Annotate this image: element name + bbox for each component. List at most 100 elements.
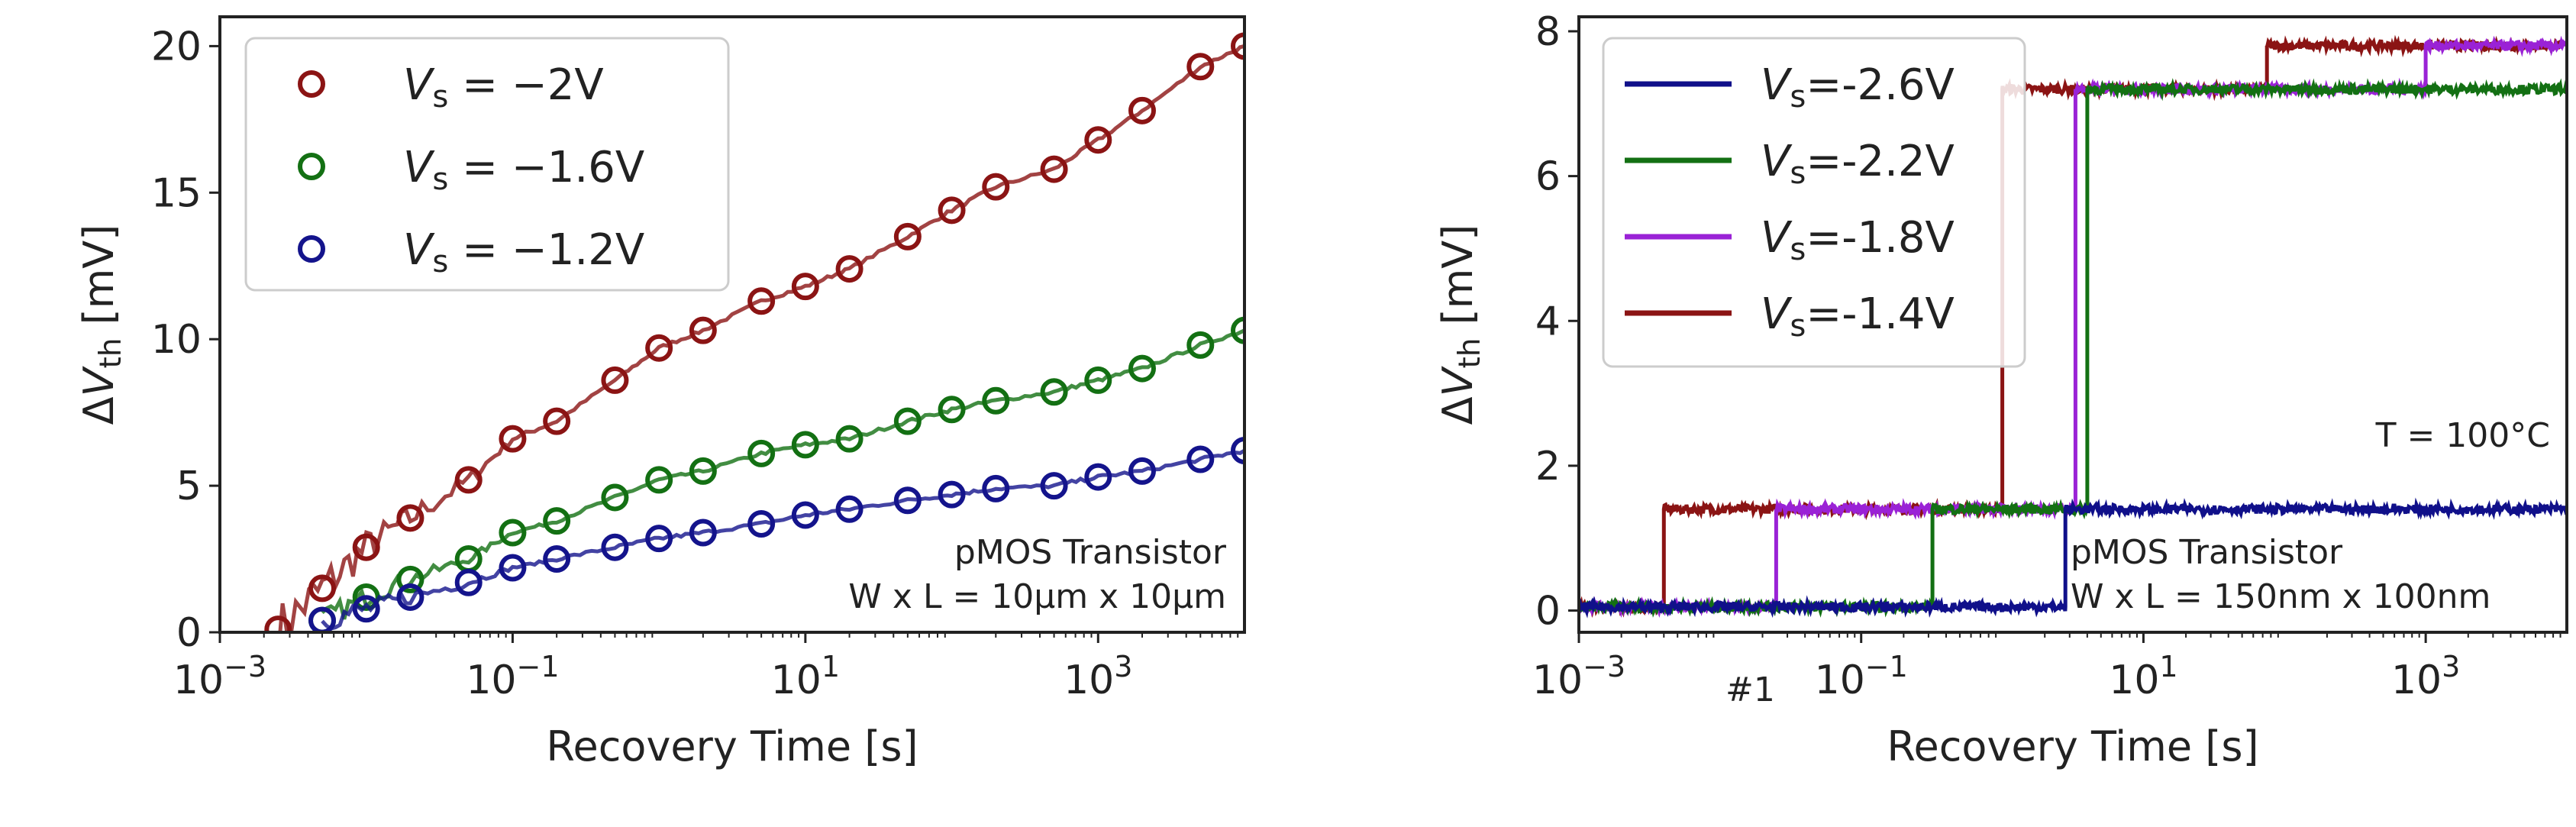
x-tick-label: 10−3 bbox=[173, 650, 266, 703]
data-point bbox=[1128, 354, 1156, 383]
data-point bbox=[543, 507, 571, 535]
x-axis-label: Recovery Time [s] bbox=[546, 722, 918, 770]
data-point bbox=[352, 533, 380, 561]
y-tick-label: 20 bbox=[151, 24, 202, 69]
y-tick-label: 5 bbox=[176, 464, 202, 509]
data-point bbox=[396, 565, 424, 593]
data-point bbox=[1231, 316, 1244, 344]
data-point bbox=[791, 501, 819, 529]
data-point bbox=[689, 457, 717, 485]
annotation-temperature: T = 100°C bbox=[2375, 416, 2550, 455]
data-point bbox=[396, 583, 424, 611]
panel-id-label: #1 bbox=[1725, 670, 1775, 709]
data-point bbox=[747, 509, 776, 538]
legend-label: Vs = −1.6V bbox=[403, 143, 644, 197]
x-tick-label: 103 bbox=[2391, 650, 2460, 703]
y-tick-label: 4 bbox=[1535, 299, 1561, 344]
data-point bbox=[982, 386, 1010, 415]
data-point bbox=[601, 483, 629, 512]
y-tick-label: 0 bbox=[1535, 589, 1561, 635]
data-point bbox=[499, 425, 527, 453]
data-point bbox=[454, 545, 483, 573]
legend-box bbox=[1602, 37, 2026, 368]
data-point bbox=[747, 287, 776, 315]
data-point bbox=[1084, 463, 1112, 491]
data-point bbox=[499, 554, 527, 582]
y-axis-label: ΔVth [mV] bbox=[1434, 225, 1487, 425]
data-point bbox=[543, 407, 571, 435]
data-point bbox=[543, 545, 571, 573]
data-point bbox=[982, 173, 1010, 201]
data-point bbox=[308, 574, 337, 602]
data-point bbox=[645, 525, 673, 553]
legend-box bbox=[244, 37, 730, 292]
plot-area bbox=[264, 32, 1244, 632]
data-point bbox=[893, 486, 922, 515]
y-tick-label: 8 bbox=[1535, 9, 1561, 55]
x-tick-label: 101 bbox=[771, 650, 840, 703]
legend-marker bbox=[298, 70, 325, 98]
data-point bbox=[352, 595, 380, 623]
plot-frame bbox=[1577, 15, 2568, 634]
data-point bbox=[1128, 96, 1156, 124]
plot-frame bbox=[218, 15, 1246, 634]
legend-label: Vs=-1.8V bbox=[1761, 213, 1955, 267]
x-tick-label: 10−1 bbox=[466, 650, 559, 703]
legend-label: Vs = −1.2V bbox=[403, 225, 644, 279]
annotation-geometry: W x L = 10µm x 10µm bbox=[848, 577, 1226, 616]
annotation-device: pMOS Transistor bbox=[2071, 533, 2343, 572]
annotation-device: pMOS Transistor bbox=[954, 533, 1227, 572]
data-point bbox=[1084, 366, 1112, 394]
data-point bbox=[601, 533, 629, 561]
data-point bbox=[499, 518, 527, 547]
right-panel: 10−3 10−1 101 103 0 2 4 6 8 Recovery Time [s] ΔVth… bbox=[1434, 9, 2568, 770]
legend-label: Vs = −2V bbox=[403, 60, 604, 115]
data-point bbox=[835, 425, 864, 453]
y-tick-label: 0 bbox=[176, 610, 202, 656]
legend-marker bbox=[298, 235, 325, 263]
data-point bbox=[1084, 126, 1112, 154]
x-tick-label: 101 bbox=[2109, 650, 2177, 703]
y-tick-label: 10 bbox=[151, 317, 202, 363]
data-point bbox=[454, 466, 483, 494]
data-point bbox=[1040, 472, 1068, 500]
data-point bbox=[1231, 32, 1244, 60]
data-point bbox=[1186, 445, 1215, 473]
legend-marker bbox=[298, 153, 325, 180]
data-point bbox=[264, 615, 292, 632]
data-point bbox=[601, 366, 629, 394]
data-point bbox=[835, 255, 864, 283]
data-point bbox=[645, 466, 673, 494]
data-point bbox=[689, 518, 717, 547]
data-point bbox=[938, 480, 966, 509]
y-tick-label: 15 bbox=[151, 170, 202, 216]
left-panel: 10−3 10−1 101 103 0 5 10 15 20 Recovery Time [s] Δ… bbox=[75, 15, 1246, 770]
x-tick-label: 10−1 bbox=[1815, 650, 1908, 703]
data-point bbox=[938, 196, 966, 225]
data-point bbox=[791, 431, 819, 459]
data-point bbox=[689, 316, 717, 344]
x-tick-label: 10−3 bbox=[1532, 650, 1625, 703]
data-point bbox=[893, 407, 922, 435]
data-point bbox=[645, 334, 673, 362]
data-point bbox=[454, 568, 483, 596]
trace-line bbox=[1579, 34, 2567, 619]
trace-line bbox=[1579, 497, 2567, 619]
data-point bbox=[893, 222, 922, 250]
y-axis-label: ΔVth [mV] bbox=[75, 225, 128, 425]
legend-label: Vs=-1.4V bbox=[1761, 289, 1955, 344]
data-point bbox=[835, 495, 864, 523]
data-point bbox=[982, 474, 1010, 502]
data-point bbox=[1040, 378, 1068, 406]
legend-label: Vs=-2.6V bbox=[1761, 60, 1955, 115]
data-point bbox=[747, 439, 776, 467]
annotation-geometry: W x L = 150nm x 100nm bbox=[2071, 577, 2490, 616]
x-tick-label: 103 bbox=[1064, 650, 1132, 703]
x-axis-label: Recovery Time [s] bbox=[1887, 722, 2258, 770]
data-point bbox=[1186, 53, 1215, 81]
data-point bbox=[791, 273, 819, 301]
data-point bbox=[938, 396, 966, 424]
data-point bbox=[1231, 437, 1244, 465]
data-point bbox=[1186, 331, 1215, 359]
